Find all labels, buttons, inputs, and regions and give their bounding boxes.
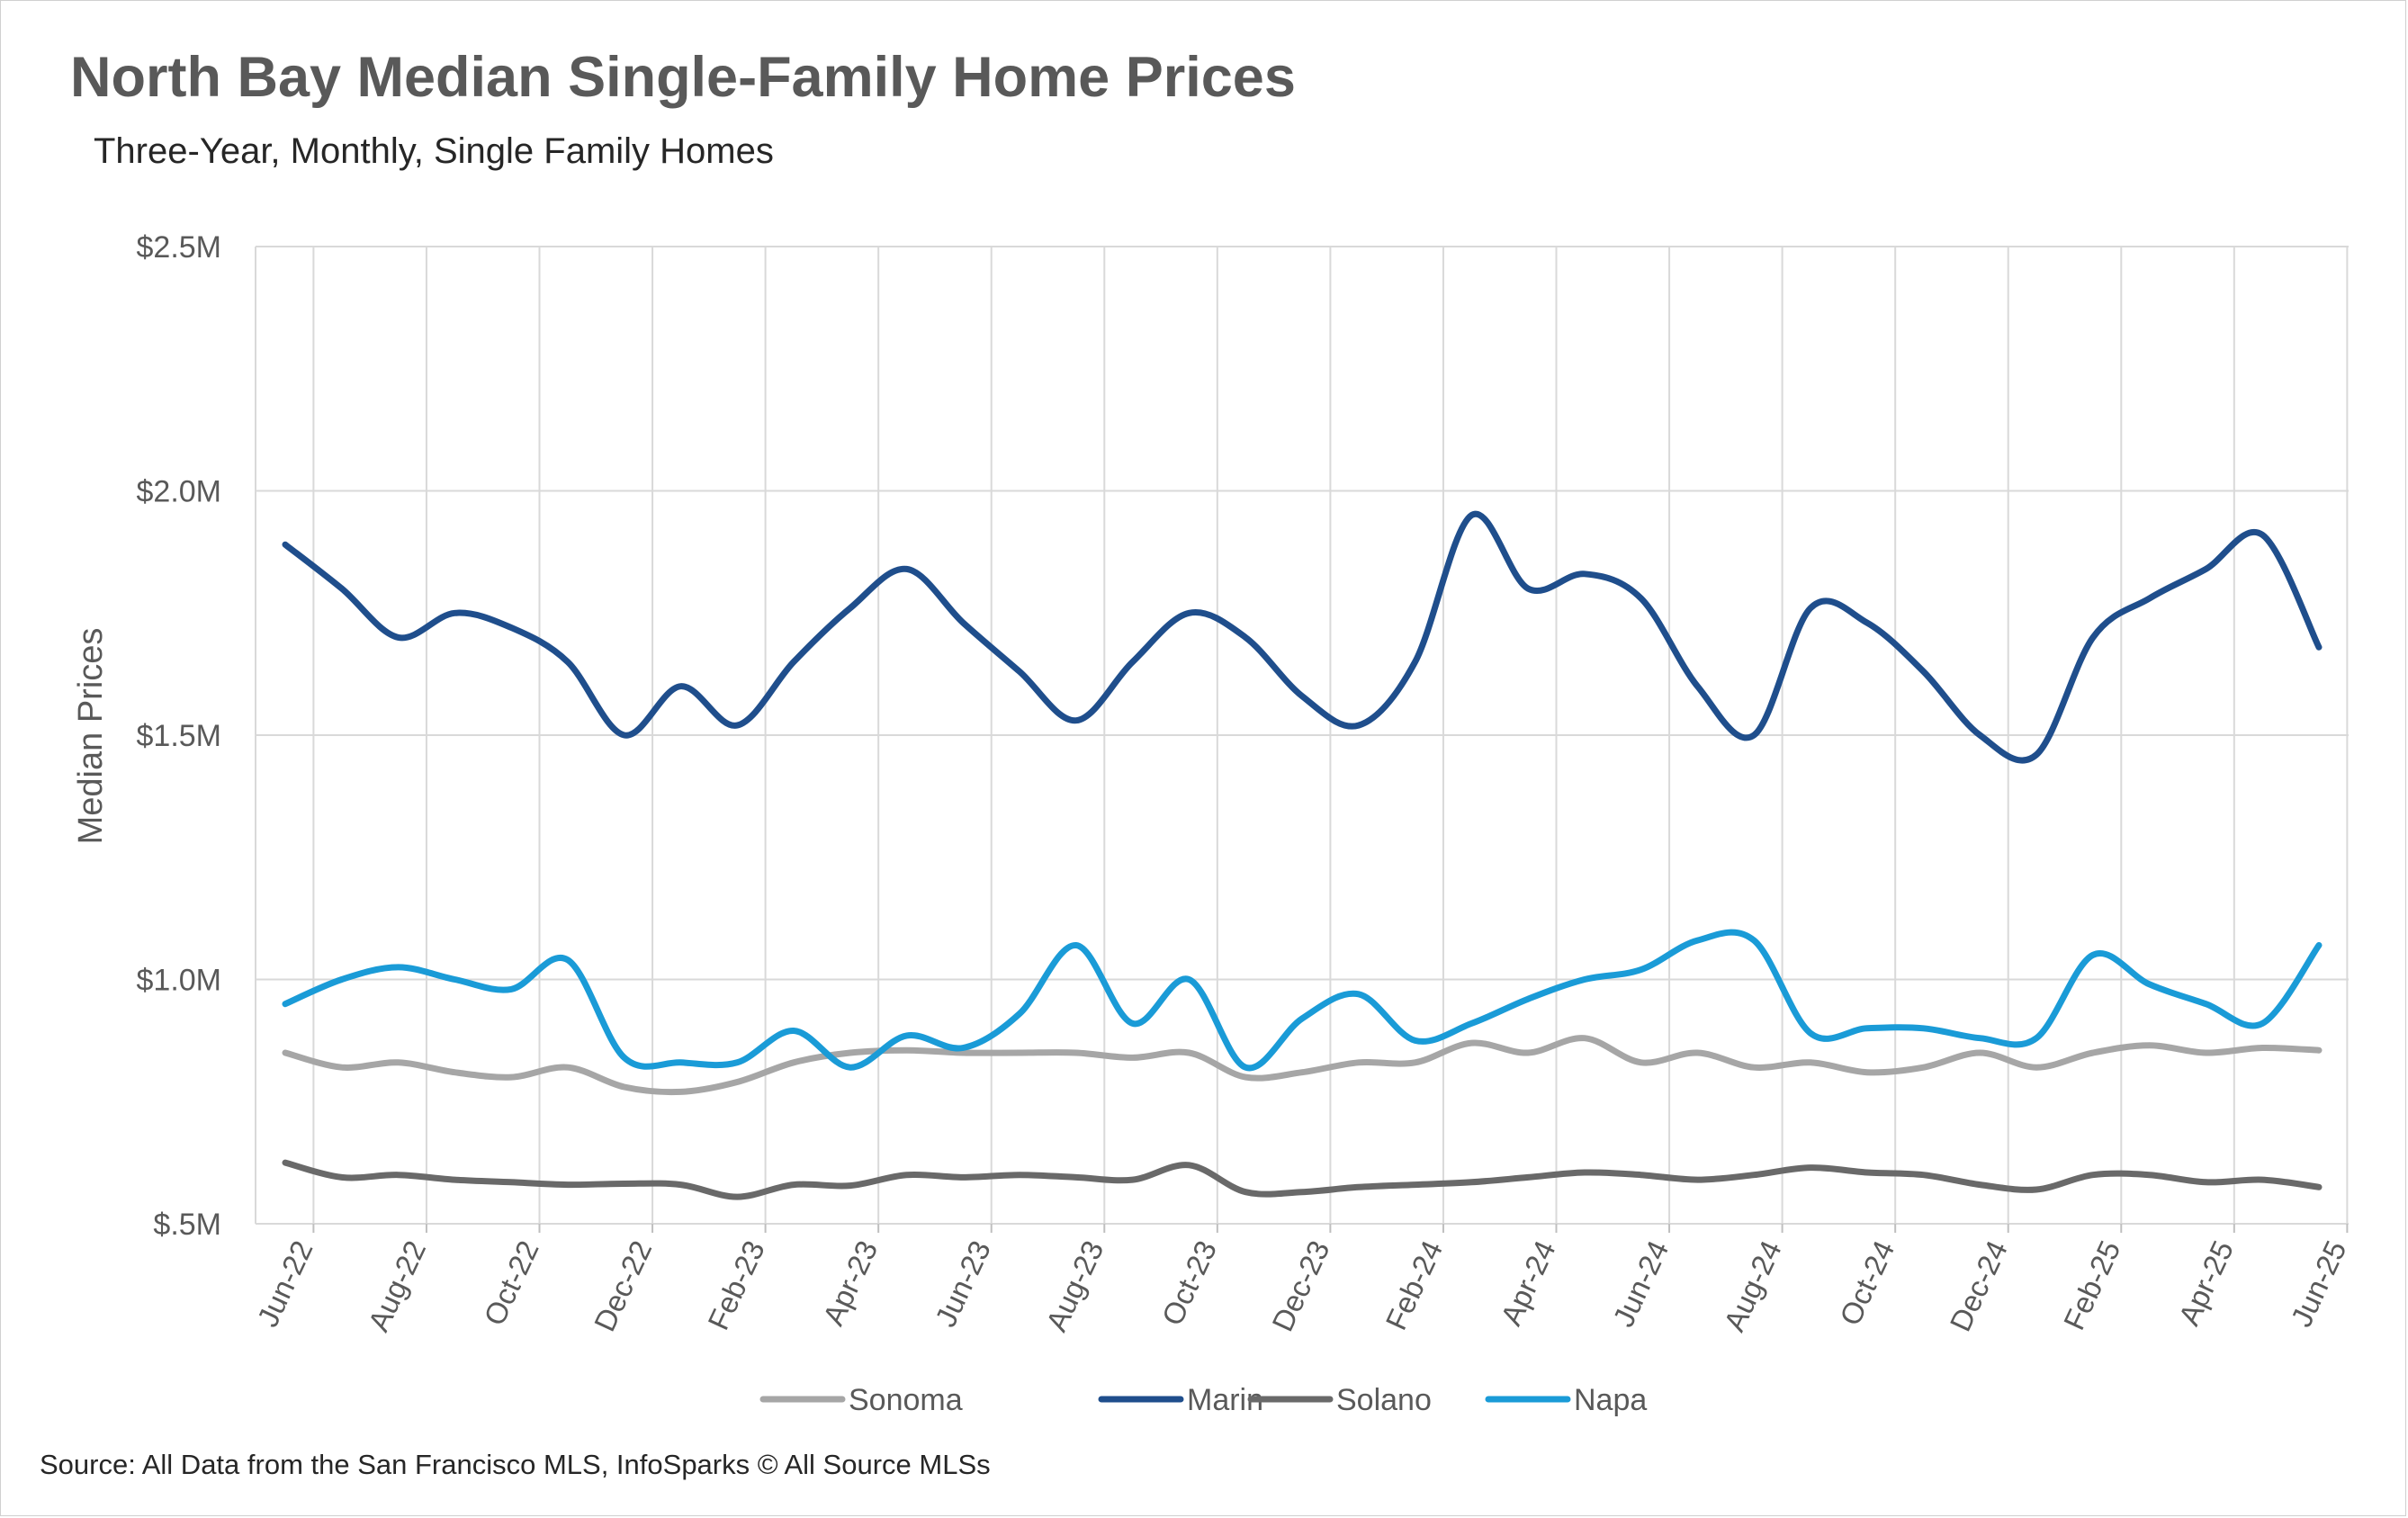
source-note: Source: All Data from the San Francisco … [40, 1449, 991, 1480]
x-tick-label: Dec-24 [1943, 1235, 2013, 1336]
x-tick-label: Jun-24 [1606, 1235, 1675, 1332]
series-layer [282, 510, 2323, 1200]
x-axis: Jun-22 Aug-22 Oct-22 Dec-22 Feb-23 Apr-23 Jun-… [250, 1224, 2353, 1336]
x-tick-label: Feb-23 [701, 1235, 771, 1334]
x-tick-label: Aug-24 [1717, 1235, 1788, 1336]
series-line-napa [282, 929, 2323, 1072]
series-line-sonoma [282, 1035, 2323, 1096]
legend-label-solano: Solano [1336, 1383, 1432, 1417]
legend-label-napa: Napa [1574, 1383, 1647, 1417]
x-tick-label: Oct-23 [1155, 1235, 1223, 1330]
y-tick-label: $.5M [153, 1208, 221, 1242]
x-tick-label: Jun-23 [929, 1235, 997, 1332]
x-tick-label: Apr-25 [2172, 1235, 2240, 1330]
x-tick-label: Aug-23 [1039, 1235, 1110, 1336]
x-tick-label: Oct-24 [1833, 1235, 1900, 1330]
x-tick-label: Apr-23 [816, 1235, 884, 1330]
chart-title: North Bay Median Single-Family Home Pric… [70, 46, 1296, 109]
x-tick-label: Dec-22 [588, 1235, 658, 1336]
x-tick-label: Apr-24 [1494, 1235, 1561, 1330]
series-line-marin [282, 510, 2323, 764]
y-tick-label: $1.0M [137, 964, 222, 998]
legend-label-sonoma: Sonoma [849, 1383, 963, 1417]
y-axis: $.5M $1.0M $1.5M $2.0M $2.5M [137, 230, 222, 1242]
x-tick-label: Jun-22 [250, 1235, 319, 1332]
grid-layer [255, 246, 2349, 1225]
x-tick-label: Aug-22 [362, 1235, 433, 1336]
y-tick-label: $2.5M [137, 230, 222, 265]
x-tick-label: Feb-25 [2057, 1235, 2127, 1334]
y-tick-label: $2.0M [137, 475, 222, 509]
y-tick-label: $1.5M [137, 719, 222, 753]
x-tick-label: Oct-22 [477, 1235, 544, 1330]
series-line-solano [282, 1159, 2323, 1200]
legend: Sonoma Marin Solano Napa [759, 1383, 1647, 1417]
chart-subtitle: Three-Year, Monthly, Single Family Homes [94, 131, 774, 171]
x-tick-label: Dec-23 [1265, 1235, 1335, 1336]
x-tick-label: Jun-25 [2284, 1235, 2352, 1332]
y-axis-label: Median Prices [72, 628, 110, 845]
x-tick-label: Feb-24 [1379, 1235, 1449, 1334]
